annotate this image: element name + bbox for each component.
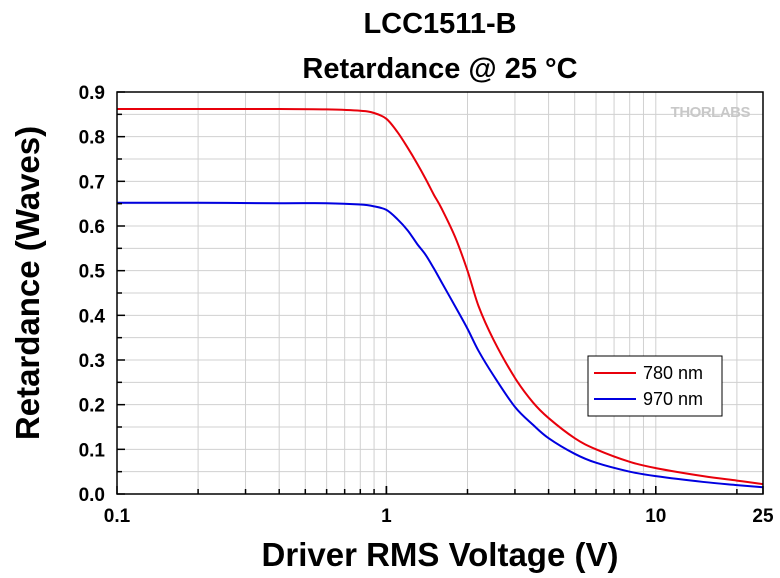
x-tick-label: 1 [381, 506, 392, 527]
axis-ticks [116, 91, 764, 495]
y-tick-label: 0.0 [79, 485, 105, 506]
legend-label-780nm: 780 nm [643, 363, 703, 383]
y-tick-label: 0.8 [79, 128, 105, 149]
y-tick-label: 0.9 [79, 83, 105, 104]
series-line-780nm [117, 107, 764, 486]
y-tick-label: 0.2 [79, 396, 105, 417]
legend: 780 nm 970 nm [587, 355, 723, 417]
series-line-970nm [116, 201, 764, 489]
x-tick-labels: 0.1 1 10 25 [104, 506, 774, 527]
series-layer [116, 107, 764, 489]
legend-box [587, 355, 723, 417]
grid-lines [117, 92, 763, 494]
chart-title: LCC1511-B [363, 8, 516, 40]
x-tick-label: 25 [752, 506, 774, 527]
y-tick-labels: 0.0 0.1 0.2 0.3 0.4 0.5 0.6 0.7 0.8 0.9 [79, 83, 106, 506]
chart-subtitle: Retardance @ 25 °C [302, 53, 577, 85]
y-tick-label: 0.4 [79, 306, 106, 327]
y-tick-label: 0.6 [79, 217, 105, 238]
legend-label-970nm: 970 nm [643, 389, 703, 409]
y-tick-label: 0.3 [79, 351, 105, 372]
x-tick-label: 0.1 [104, 506, 131, 527]
y-axis-title: Retardance (Waves) [9, 126, 46, 440]
y-tick-label: 0.5 [79, 262, 106, 283]
y-tick-label: 0.1 [79, 440, 106, 461]
y-tick-label: 0.7 [79, 172, 105, 193]
x-tick-label: 10 [645, 506, 666, 527]
thorlabs-watermark: THORLABS [671, 104, 751, 121]
x-axis-title: Driver RMS Voltage (V) [262, 536, 619, 573]
